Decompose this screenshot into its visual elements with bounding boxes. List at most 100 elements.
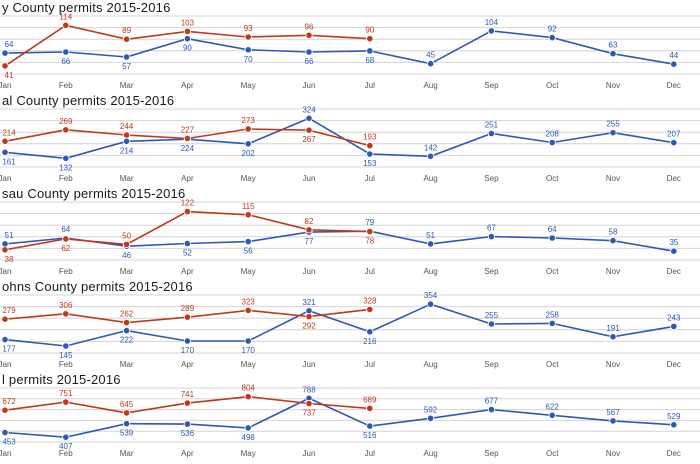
data-label: 741 xyxy=(181,390,195,399)
data-point xyxy=(244,125,252,133)
chart-title: l permits 2015-2016 xyxy=(2,372,121,387)
data-point xyxy=(183,27,191,35)
data-label: 251 xyxy=(485,121,499,130)
data-point xyxy=(609,417,617,425)
data-point xyxy=(305,114,313,122)
data-label: 64 xyxy=(61,225,70,234)
x-tick-label: Feb xyxy=(59,449,73,458)
x-tick-label: Jan xyxy=(0,449,11,458)
x-tick-label: Jan xyxy=(0,81,11,90)
chart-plot: Jan Feb Mar Apr May Jun Jul Aug Sep Oct Nov Dec 161 1… xyxy=(0,105,700,183)
data-point xyxy=(426,152,435,160)
x-tick-label: Mar xyxy=(120,174,134,183)
data-point xyxy=(123,53,131,61)
data-label: 44 xyxy=(669,51,678,60)
data-label: 68 xyxy=(365,56,374,65)
data-label: 214 xyxy=(120,146,134,155)
data-label: 66 xyxy=(305,57,314,66)
x-tick-label: Aug xyxy=(423,81,437,90)
data-point xyxy=(670,139,678,147)
data-point xyxy=(366,141,374,150)
x-tick-label: Dec xyxy=(667,267,681,276)
data-point xyxy=(366,305,374,313)
data-label: 737 xyxy=(302,409,316,418)
data-label: 64 xyxy=(548,225,557,234)
x-tick-label: Mar xyxy=(120,360,134,369)
data-label: 96 xyxy=(305,22,314,31)
chart-plot: Jan Feb Mar Apr May Jun Jul Aug Sep Oct Nov Dec 177 1… xyxy=(0,291,700,369)
x-tick-label: Jun xyxy=(303,267,316,276)
x-tick-label: Jun xyxy=(303,360,316,369)
chart-plot: Jan Feb Mar Apr May Jun Jul Aug Sep Oct Nov Dec 51 64… xyxy=(0,199,700,276)
x-tick-label: Jan xyxy=(0,360,11,369)
data-label: 208 xyxy=(546,130,560,139)
data-point xyxy=(548,319,556,328)
data-label: 66 xyxy=(61,57,70,66)
x-tick-label: May xyxy=(241,81,256,90)
x-tick-label: Jul xyxy=(365,360,375,369)
x-tick-label: Jan xyxy=(0,267,11,276)
series-line xyxy=(4,117,674,160)
data-label: 92 xyxy=(548,25,557,34)
data-label: 216 xyxy=(363,337,377,346)
data-label: 498 xyxy=(242,433,256,442)
x-tick-label: Nov xyxy=(606,360,620,369)
data-label: 46 xyxy=(122,251,131,260)
data-point xyxy=(1,240,9,248)
data-label: 207 xyxy=(667,130,681,139)
data-point xyxy=(426,60,435,68)
data-label: 622 xyxy=(546,402,560,411)
data-point xyxy=(244,424,252,432)
data-label: 269 xyxy=(59,117,73,126)
data-point xyxy=(62,126,70,134)
data-point xyxy=(366,404,374,413)
data-label: 354 xyxy=(424,291,438,300)
data-label: 57 xyxy=(122,62,131,71)
data-label: 89 xyxy=(122,26,131,35)
data-point xyxy=(123,409,131,417)
data-point xyxy=(305,399,313,408)
data-point xyxy=(670,421,678,429)
chart-plot: Jan Feb Mar Apr May Jun Jul Aug Sep Oct Nov Dec 64 66… xyxy=(0,12,700,90)
data-label: 193 xyxy=(363,133,377,142)
x-tick-label: May xyxy=(241,360,256,369)
data-label: 132 xyxy=(59,163,73,172)
data-label: 536 xyxy=(181,429,195,438)
data-label: 306 xyxy=(59,301,73,310)
data-label: 122 xyxy=(181,199,195,208)
data-point xyxy=(123,326,131,335)
x-tick-label: Dec xyxy=(667,81,681,90)
x-tick-label: Sep xyxy=(484,360,499,369)
x-tick-label: Jul xyxy=(365,81,375,90)
data-point xyxy=(1,315,9,323)
data-label: 292 xyxy=(302,322,316,331)
data-point xyxy=(548,138,556,147)
data-label: 258 xyxy=(546,310,560,319)
data-point xyxy=(183,239,191,248)
data-label: 279 xyxy=(2,306,16,315)
data-point xyxy=(670,322,678,331)
data-point xyxy=(1,62,9,70)
data-point xyxy=(123,131,131,139)
data-point xyxy=(487,129,495,138)
data-label: 51 xyxy=(5,231,14,240)
x-tick-label: Feb xyxy=(59,174,73,183)
data-label: 170 xyxy=(242,346,256,355)
x-tick-label: Mar xyxy=(120,449,134,458)
x-tick-label: Dec xyxy=(667,360,681,369)
data-label: 93 xyxy=(244,24,253,33)
data-point xyxy=(1,406,9,414)
data-label: 321 xyxy=(302,298,316,307)
x-tick-label: Aug xyxy=(423,174,437,183)
data-label: 52 xyxy=(183,249,192,258)
data-point xyxy=(62,154,70,162)
x-tick-label: Oct xyxy=(546,81,559,90)
x-tick-label: Oct xyxy=(546,449,559,458)
data-point xyxy=(183,420,191,428)
data-label: 78 xyxy=(365,237,374,246)
data-label: 35 xyxy=(669,238,678,247)
data-point xyxy=(62,21,70,29)
data-label: 328 xyxy=(363,296,377,305)
chart-plot: Jan Feb Mar Apr May Jun Jul Aug Sep Oct Nov Dec 453 4… xyxy=(0,384,700,458)
data-point xyxy=(183,313,191,321)
